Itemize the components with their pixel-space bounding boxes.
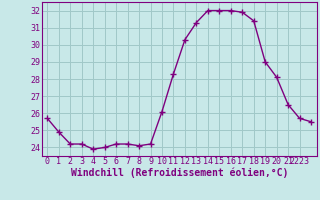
X-axis label: Windchill (Refroidissement éolien,°C): Windchill (Refroidissement éolien,°C) (70, 168, 288, 178)
